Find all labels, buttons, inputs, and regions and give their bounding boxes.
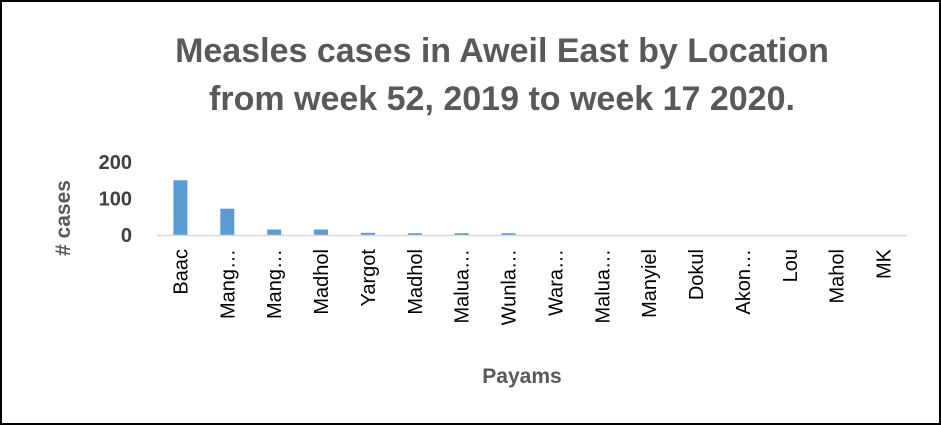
bar bbox=[314, 229, 329, 235]
y-tick-label: 0 bbox=[121, 225, 132, 247]
bar bbox=[220, 208, 235, 235]
chart-title-line-1: Measles cases in Aweil East by Location bbox=[175, 32, 829, 70]
bar bbox=[267, 229, 282, 235]
chart-title-line-2: from week 52, 2019 to week 17 2020. bbox=[209, 80, 795, 118]
x-tick-label: Mang… bbox=[217, 249, 239, 319]
bars-group bbox=[173, 180, 516, 235]
y-tick-label: 100 bbox=[99, 189, 132, 211]
x-tick-label: Mahol bbox=[827, 249, 849, 303]
x-tick-label: Malua… bbox=[592, 249, 614, 323]
x-tick-label: Madhol bbox=[311, 249, 333, 315]
bar bbox=[173, 180, 188, 235]
x-tick-label: Malua… bbox=[452, 249, 474, 323]
x-tick-label: Wara… bbox=[545, 249, 567, 316]
bar bbox=[407, 233, 422, 235]
x-tick-label: Dokul bbox=[686, 249, 708, 300]
x-tick-label: Lou bbox=[780, 249, 802, 282]
x-tick-label: Yargot bbox=[358, 249, 380, 307]
bar bbox=[360, 232, 375, 235]
x-tick-label: Wunla… bbox=[499, 249, 521, 325]
y-axis-ticks: 0 100 200 bbox=[99, 152, 132, 247]
x-tick-label: MK bbox=[874, 248, 896, 279]
category-labels: Baac Mang… Mang… Madhol Yargot Madhol Malua… Wu… bbox=[170, 248, 895, 325]
x-axis-title: Payams bbox=[482, 365, 561, 388]
x-tick-label: Baac bbox=[170, 249, 192, 295]
x-tick-label: Mang… bbox=[264, 249, 286, 319]
x-tick-label: Manyiel bbox=[639, 249, 661, 318]
bar bbox=[501, 233, 516, 235]
x-tick-label: Akon… bbox=[733, 249, 755, 315]
bar bbox=[454, 233, 469, 235]
x-tick-label: Madhol bbox=[405, 249, 427, 315]
y-axis-title: # cases bbox=[52, 180, 75, 256]
y-tick-label: 200 bbox=[99, 152, 132, 174]
